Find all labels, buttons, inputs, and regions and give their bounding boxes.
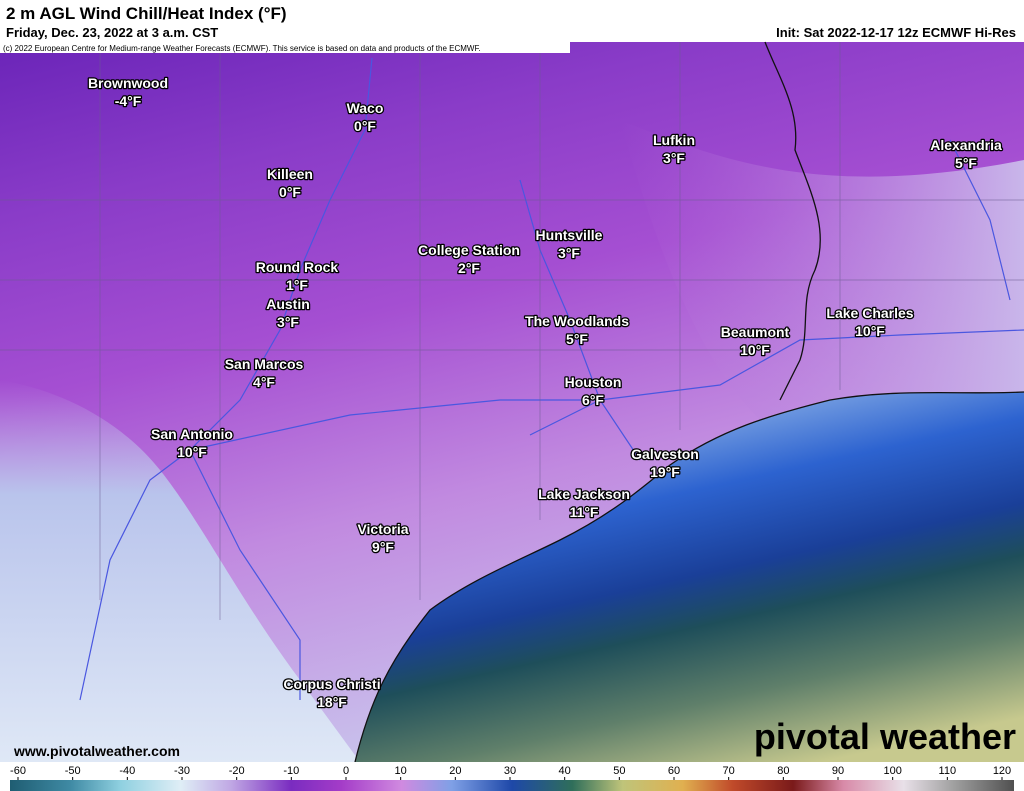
city-temp: 5°F [955, 155, 977, 171]
colorbar-tick-label: 70 [723, 765, 735, 777]
city-name: San Marcos [225, 356, 304, 372]
gulf [355, 392, 1024, 762]
city-name: Lake Charles [826, 305, 913, 321]
colorbar-tick-label: 30 [504, 765, 516, 777]
colorbar-tick-label: -10 [283, 765, 299, 777]
colorbar-tick-label: 10 [395, 765, 407, 777]
colorbar [10, 780, 1014, 791]
colorbar-tick-label: -30 [174, 765, 190, 777]
website: www.pivotalweather.com [13, 743, 180, 759]
colorbar-tick-label: 80 [777, 765, 789, 777]
city-name: Corpus Christi [283, 676, 380, 692]
city-temp: 5°F [566, 331, 588, 347]
colorbar-tick-label: -40 [119, 765, 135, 777]
map [0, 41, 1024, 763]
city-name: College Station [418, 242, 520, 258]
city-name: The Woodlands [525, 313, 629, 329]
coastline [354, 391, 1024, 763]
city-temp: 4°F [253, 374, 275, 390]
logo: pivotal weather [754, 716, 1016, 757]
colorbar-tick-label: 0 [343, 765, 349, 777]
credit: (c) 2022 European Centre for Medium-rang… [3, 44, 481, 53]
city-name: Lufkin [653, 132, 695, 148]
city-name: Huntsville [536, 227, 603, 243]
colorbar-ticks: -60 -50 -40 -30 -20 -10 0 10 20 30 40 50 60 70 80 90 100… [10, 765, 1011, 780]
city-temp: 3°F [663, 150, 685, 166]
city-temp: 2°F [458, 260, 480, 276]
city-temp: 11°F [570, 504, 599, 520]
city-temp: 9°F [372, 539, 394, 555]
colorbar-tick-label: 100 [883, 765, 901, 777]
city-name: Waco [347, 100, 384, 116]
city-temp: 10°F [855, 323, 885, 339]
city-temp: 3°F [558, 245, 580, 261]
city-name: San Antonio [151, 426, 233, 442]
city-temp: 10°F [177, 444, 207, 460]
city-temp: -4°F [115, 93, 142, 109]
colorbar-tick-label: 20 [449, 765, 461, 777]
city-name: Alexandria [930, 137, 1002, 153]
colorbar-tick-label: 90 [832, 765, 844, 777]
colorbar-tick-label: 40 [559, 765, 571, 777]
city-temp: 6°F [582, 392, 604, 408]
cold-west [0, 380, 360, 762]
title: 2 m AGL Wind Chill/Heat Index (°F) [6, 4, 287, 23]
colorbar-tick-label: 110 [939, 765, 957, 777]
city-temp: 0°F [279, 184, 301, 200]
state-border [764, 41, 821, 401]
colorbar-tick-label: -60 [10, 765, 26, 777]
colorbar-tick-label: -20 [229, 765, 245, 777]
colorbar-tick-label: 60 [668, 765, 680, 777]
colorbar-tick-label: 50 [613, 765, 625, 777]
init-time: Init: Sat 2022-12-17 12z ECMWF Hi-Res [776, 25, 1016, 40]
highways [79, 57, 1024, 701]
credit-bg [0, 42, 570, 53]
city-name: Killeen [267, 166, 313, 182]
colorbar-tick-label: 120 [993, 765, 1011, 777]
city-name: Galveston [631, 446, 699, 462]
city-name: Houston [565, 374, 622, 390]
city-labels: Brownwood -4°F Waco 0°F Lufkin 3°F Alexandria 5… [87, 74, 1004, 712]
city-name: Beaumont [721, 324, 790, 340]
city-temp: 3°F [277, 314, 299, 330]
east-land [620, 120, 1024, 420]
city-name: Brownwood [88, 75, 168, 91]
city-name: Round Rock [256, 259, 339, 275]
city-temp: 0°F [354, 118, 376, 134]
city-temp: 19°F [650, 464, 680, 480]
city-name: Victoria [357, 521, 408, 537]
city-name: Lake Jackson [538, 486, 630, 502]
valid-time: Friday, Dec. 23, 2022 at 3 a.m. CST [6, 25, 218, 40]
colorbar-tick-label: -50 [65, 765, 81, 777]
city-temp: 18°F [317, 694, 347, 710]
city-temp: 10°F [740, 342, 770, 358]
city-temp: 1°F [286, 277, 308, 293]
county-lines [0, 42, 1024, 620]
header-bg [0, 0, 1024, 42]
city-name: Austin [266, 296, 310, 312]
